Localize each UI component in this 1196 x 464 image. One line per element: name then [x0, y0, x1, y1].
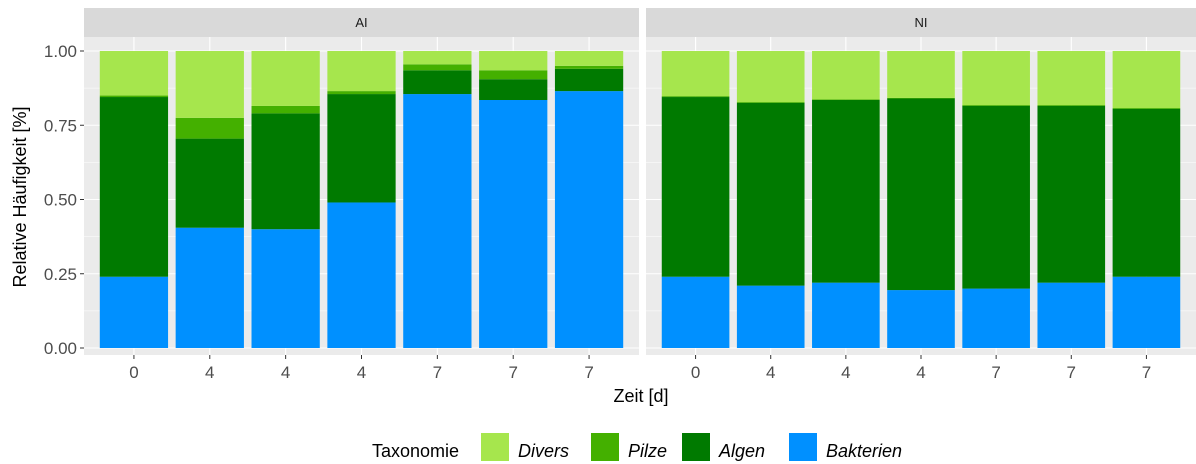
bar-segment-pilze [554, 65, 624, 69]
y-tick-label: 0.00 [44, 339, 77, 358]
bar-segment-bakterien [99, 276, 169, 348]
bar-segment-divers [99, 51, 169, 96]
y-tick-label: 0.50 [44, 191, 77, 210]
bar-segment-divers [327, 51, 396, 92]
bar-segment-bakterien [812, 282, 880, 348]
bar-segment-pilze [736, 102, 805, 103]
bar-segment-algen [661, 97, 730, 277]
bar-segment-bakterien [661, 276, 730, 348]
bar-segment-pilze [1112, 108, 1181, 109]
legend-title: Taxonomie [372, 441, 459, 461]
legend-key-divers [481, 433, 509, 461]
bar-segment-divers [403, 51, 472, 65]
x-tick-label: 4 [205, 363, 214, 382]
bar-segment-algen [1037, 105, 1106, 283]
y-tick-label: 0.75 [44, 116, 77, 135]
bar-segment-algen [736, 102, 805, 286]
bar-segment-pilze [251, 105, 320, 114]
x-tick-label: 4 [357, 363, 366, 382]
bar-segment-pilze [1037, 105, 1106, 106]
bar-segment-bakterien [887, 290, 955, 348]
bar-segment-algen [403, 70, 472, 95]
bar-segment-pilze [403, 64, 472, 71]
bar-segment-divers [661, 51, 730, 97]
x-tick-label: 7 [508, 363, 517, 382]
y-tick-label: 1.00 [44, 42, 77, 61]
facet-panel-ni: NI 0 4 4 4 7 7 7 [646, 8, 1196, 382]
bar-segment-algen [887, 98, 955, 291]
bar-segment-algen [99, 97, 169, 277]
x-tick-label: 4 [841, 363, 850, 382]
bar-segment-bakterien [327, 202, 396, 348]
bar-segment-divers [1037, 51, 1106, 106]
x-tick-label: 4 [766, 363, 775, 382]
bar-segment-bakterien [1112, 276, 1181, 348]
x-tick-label: 7 [1067, 363, 1076, 382]
x-tick-label: 4 [916, 363, 925, 382]
legend-key-algen [682, 433, 710, 461]
bar-segment-algen [1112, 108, 1181, 277]
bar-segment-divers [812, 51, 880, 100]
bar-segment-bakterien [175, 227, 244, 348]
facet-strip [646, 8, 1196, 37]
x-axis-title: Zeit [d] [613, 386, 668, 406]
bar-segment-algen [175, 138, 244, 228]
bar-segment-pilze [887, 97, 955, 99]
bar-segment-pilze [812, 99, 880, 101]
x-tick-label: 7 [584, 363, 593, 382]
y-axis-title: Relative Häufigkeit [%] [10, 106, 30, 287]
bar-segment-algen [479, 79, 548, 101]
bar-segment-bakterien [554, 91, 624, 348]
legend-label-pilze: Pilze [628, 441, 667, 461]
x-tick-label: 4 [281, 363, 290, 382]
facet-strip-label: AI [355, 15, 367, 30]
facet-strip-label: NI [915, 15, 928, 30]
bar-segment-divers [175, 51, 244, 118]
x-tick-label: 7 [1142, 363, 1151, 382]
bar-segment-pilze [962, 105, 1030, 106]
facet-strip [84, 8, 639, 37]
bar-segment-divers [887, 51, 955, 98]
x-tick-label: 7 [991, 363, 1000, 382]
x-tick-label: 0 [129, 363, 138, 382]
legend: Taxonomie Divers Pilze Algen Bakterien [372, 433, 902, 461]
bar-segment-divers [479, 51, 548, 71]
bar-segment-bakterien [403, 94, 472, 348]
bar-segment-bakterien [479, 100, 548, 348]
bar-segment-algen [554, 68, 624, 92]
bar-segment-pilze [99, 95, 169, 98]
bar-segment-pilze [661, 96, 730, 98]
bar-segment-algen [812, 100, 880, 283]
bar-segment-divers [736, 51, 805, 103]
facet-panel-ai: AI 0 4 4 4 7 7 7 [84, 8, 639, 382]
bar-segment-algen [251, 113, 320, 230]
bar-segment-pilze [327, 91, 396, 95]
bar-segment-pilze [479, 70, 548, 80]
bar-segment-divers [962, 51, 1030, 106]
legend-label-divers: Divers [518, 441, 569, 461]
bar-segment-bakterien [251, 229, 320, 348]
bar-segment-divers [1112, 51, 1181, 109]
legend-key-pilze [591, 433, 619, 461]
legend-label-bakterien: Bakterien [826, 441, 902, 461]
legend-label-algen: Algen [718, 441, 765, 461]
bar-segment-pilze [175, 117, 244, 139]
bar-segment-bakterien [962, 288, 1030, 348]
bar-segment-bakterien [1037, 282, 1106, 348]
x-tick-label: 0 [691, 363, 700, 382]
y-tick-label: 0.25 [44, 265, 77, 284]
x-tick-label: 7 [433, 363, 442, 382]
bar-segment-divers [554, 51, 624, 66]
bar-segment-bakterien [736, 285, 805, 348]
bar-segment-algen [962, 105, 1030, 289]
bar-segment-algen [327, 94, 396, 203]
bar-segment-divers [251, 51, 320, 106]
legend-key-bakterien [789, 433, 817, 461]
